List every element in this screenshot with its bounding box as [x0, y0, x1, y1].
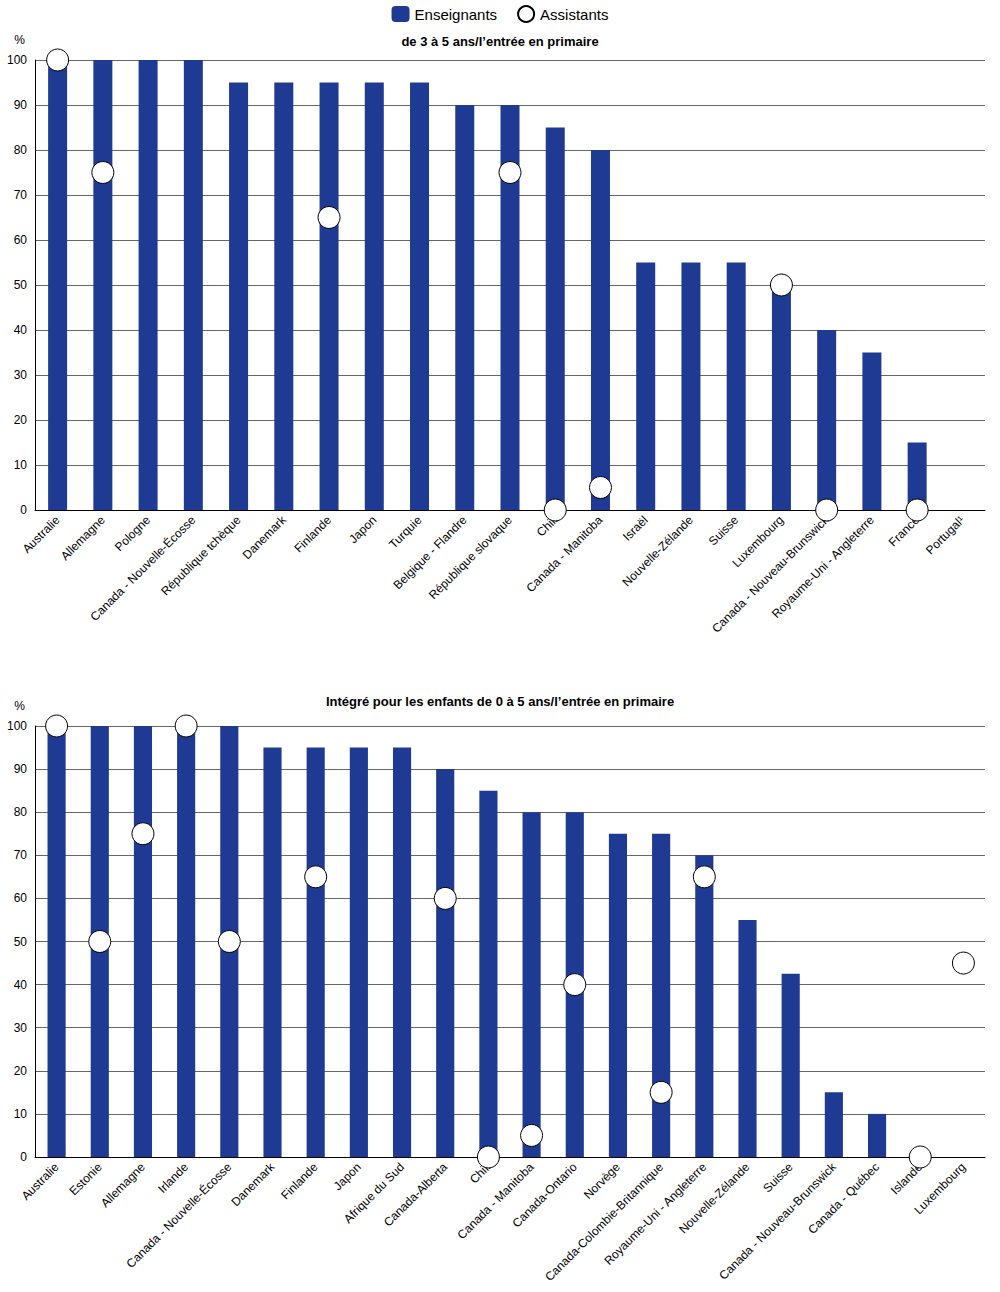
svg-text:Enseignants: Enseignants	[415, 6, 498, 23]
svg-text:Australie: Australie	[19, 1160, 62, 1203]
svg-text:Canada-Colombie-Britannique: Canada-Colombie-Britannique	[542, 1160, 667, 1284]
svg-text:République slovaque: République slovaque	[426, 513, 515, 602]
svg-text:République tchèque: République tchèque	[158, 513, 244, 599]
svg-text:Japon: Japon	[346, 513, 379, 546]
svg-text:0: 0	[20, 1150, 27, 1164]
svg-text:10: 10	[14, 458, 28, 472]
svg-text:90: 90	[14, 762, 28, 776]
svg-text:70: 70	[14, 188, 28, 202]
svg-text:Allemagne: Allemagne	[98, 1160, 148, 1210]
svg-text:Royaume-Uni - Angleterre: Royaume-Uni - Angleterre	[769, 513, 877, 621]
svg-text:Chili: Chili	[533, 513, 561, 540]
svg-text:Chili: Chili	[467, 1160, 494, 1187]
svg-text:Canada - Nouveau-Brunswick: Canada - Nouveau-Brunswick	[716, 1160, 839, 1283]
svg-text:Canada - Manitoba: Canada - Manitoba	[523, 513, 605, 595]
svg-text:Canada - Nouvelle-Écosse: Canada - Nouvelle-Écosse	[123, 1159, 235, 1271]
svg-text:Israël: Israël	[620, 513, 651, 544]
svg-text:France: France	[885, 513, 923, 550]
svg-text:Belgique - Flandre: Belgique - Flandre	[391, 513, 470, 592]
svg-text:Danemark: Danemark	[228, 1159, 278, 1209]
svg-text:100: 100	[7, 53, 27, 67]
svg-text:Danemark: Danemark	[240, 512, 290, 562]
svg-text:Finlande: Finlande	[292, 513, 335, 556]
svg-text:Turquie: Turquie	[386, 513, 425, 552]
svg-text:Luxembourg: Luxembourg	[729, 513, 787, 571]
svg-text:Allemagne: Allemagne	[58, 513, 108, 563]
svg-text:10: 10	[14, 1107, 28, 1121]
svg-text:Assistants: Assistants	[540, 6, 608, 23]
svg-text:80: 80	[14, 143, 28, 157]
svg-text:Canada - Manitoba: Canada - Manitoba	[455, 1160, 537, 1242]
svg-text:30: 30	[14, 368, 28, 382]
svg-text:40: 40	[14, 323, 28, 337]
svg-text:Islande: Islande	[887, 1160, 926, 1198]
svg-text:Finlande: Finlande	[278, 1160, 321, 1203]
svg-text:0: 0	[20, 503, 27, 517]
svg-text:Australie: Australie	[20, 513, 63, 556]
svg-text:Canada-Alberta: Canada-Alberta	[381, 1160, 450, 1229]
svg-text:Pologne: Pologne	[112, 513, 153, 554]
svg-text:Afrique du Sud: Afrique du Sud	[341, 1160, 407, 1226]
svg-text:Suisse: Suisse	[706, 513, 742, 549]
svg-text:Nouvelle-Zélande: Nouvelle-Zélande	[620, 513, 697, 590]
svg-text:70: 70	[14, 848, 28, 862]
svg-text:60: 60	[14, 233, 28, 247]
svg-text:Canada - Nouveau-Brunswick: Canada - Nouveau-Brunswick	[709, 513, 832, 636]
svg-text:Canada - Nouvelle-Écosse: Canada - Nouvelle-Écosse	[87, 513, 199, 624]
svg-text:20: 20	[14, 1064, 28, 1078]
svg-text:Intégré pour les enfants de 0: Intégré pour les enfants de 0 à 5 ans/l’…	[326, 694, 674, 709]
svg-text:Canada - Québec: Canada - Québec	[805, 1160, 882, 1237]
svg-text:%: %	[14, 33, 25, 47]
svg-text:Luxembourg: Luxembourg	[911, 1160, 969, 1218]
svg-text:Estonie: Estonie	[67, 1160, 105, 1198]
svg-text:Suisse: Suisse	[760, 1160, 796, 1196]
svg-text:50: 50	[14, 278, 28, 292]
svg-text:30: 30	[14, 1021, 28, 1035]
svg-text:20: 20	[14, 413, 28, 427]
svg-text:90: 90	[14, 98, 28, 112]
svg-text:Canada-Ontario: Canada-Ontario	[510, 1160, 580, 1230]
svg-text:50: 50	[14, 935, 28, 949]
svg-text:40: 40	[14, 978, 28, 992]
svg-text:Irlande: Irlande	[155, 1160, 191, 1196]
svg-text:de 3 à 5 ans/l’entrée en prima: de 3 à 5 ans/l’entrée en primaire	[401, 34, 598, 49]
svg-text:Nouvelle-Zélande: Nouvelle-Zélande	[676, 1160, 753, 1237]
svg-text:80: 80	[14, 805, 28, 819]
svg-text:60: 60	[14, 891, 28, 905]
svg-text:%: %	[14, 699, 25, 713]
svg-text:Norvège: Norvège	[581, 1160, 623, 1202]
svg-text:Japon: Japon	[331, 1160, 364, 1193]
svg-text:Portugal¹: Portugal¹	[923, 513, 967, 557]
svg-text:100: 100	[7, 719, 27, 733]
svg-text:Royaume-Uni - Angleterre: Royaume-Uni - Angleterre	[601, 1160, 710, 1268]
